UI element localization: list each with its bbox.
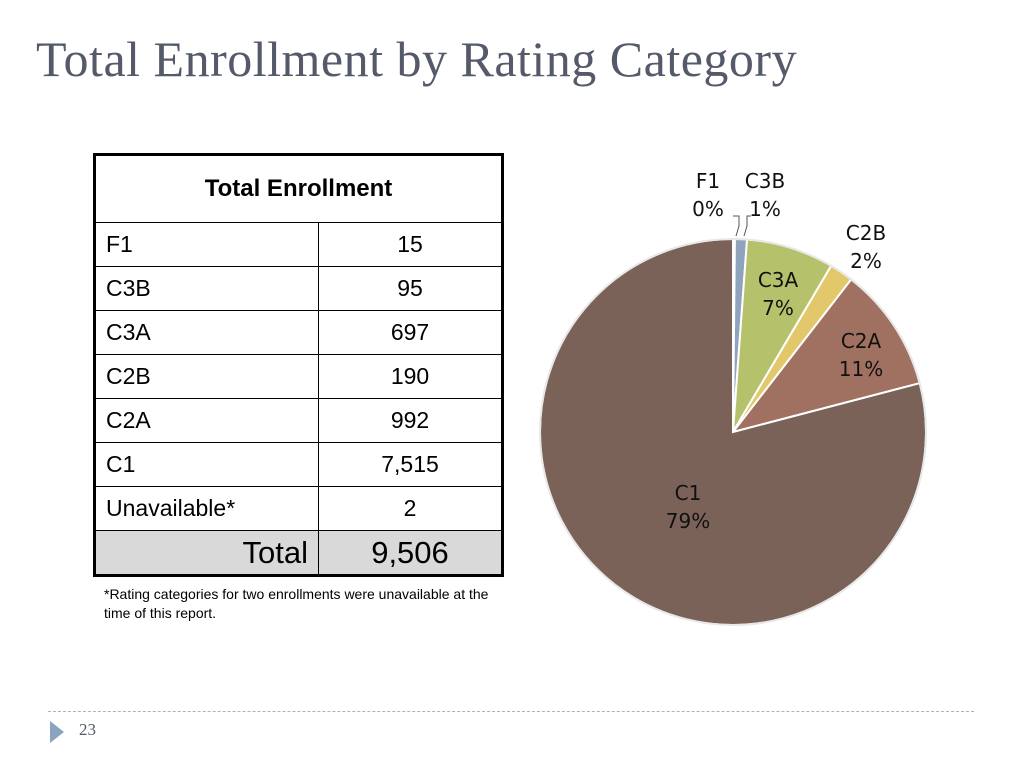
slice-percent-c2a: 11% (839, 357, 883, 381)
table-row: C3A 697 (94, 310, 503, 355)
pie-chart: F1 0% C3B 1% C3A 7% C2B 2% C2A 11% C1 79% (539, 169, 927, 626)
triangle-bullet-icon (50, 721, 64, 743)
row-category: Unavailable* (94, 486, 319, 531)
total-label: Total (94, 530, 319, 576)
slice-label-c2a: C2A (841, 329, 882, 353)
table-row: Unavailable* 2 (94, 486, 503, 531)
slice-label-c1: C1 (675, 481, 702, 505)
row-category: C3B (94, 266, 319, 311)
slice-percent-c1: 79% (666, 509, 710, 533)
slice-label-c3b: C3B (745, 169, 785, 193)
slice-percent-f1: 0% (692, 197, 724, 221)
slice-label-f1: F1 (696, 169, 720, 193)
table-row: C2B 190 (94, 354, 503, 399)
table-row: C1 7,515 (94, 442, 503, 487)
footer-divider (48, 711, 974, 712)
leader-line-c3b (743, 215, 751, 237)
total-value: 9,506 (318, 530, 503, 576)
footnote: *Rating categories for two enrollments w… (104, 586, 489, 621)
row-value: 697 (318, 310, 503, 355)
row-category: C2A (94, 398, 319, 443)
table-total-row: Total 9,506 (94, 530, 503, 576)
row-category: C1 (94, 442, 319, 487)
pie-outline (539, 238, 927, 626)
row-value: 95 (318, 266, 503, 311)
row-value: 7,515 (318, 442, 503, 487)
slice-percent-c3b: 1% (749, 197, 781, 221)
row-value: 15 (318, 222, 503, 267)
table-header: Total Enrollment (94, 154, 503, 223)
table-header-row: Total Enrollment (94, 154, 503, 223)
row-value: 190 (318, 354, 503, 399)
slice-label-c2b: C2B (846, 221, 886, 245)
slide-title: Total Enrollment by Rating Category (36, 31, 798, 87)
table-row: C3B 95 (94, 266, 503, 311)
slice-label-c3a: C3A (758, 268, 799, 292)
leader-line-f1 (733, 215, 740, 237)
table-row: C2A 992 (94, 398, 503, 443)
slice-percent-c2b: 2% (850, 249, 882, 273)
row-category: F1 (94, 222, 319, 267)
row-value: 2 (318, 486, 503, 531)
enrollment-table: Total Enrollment F1 15 C3B 95 C3A 697 C2… (93, 153, 504, 577)
page-number: 23 (79, 720, 96, 739)
row-category: C3A (94, 310, 319, 355)
table-row: F1 15 (94, 222, 503, 267)
row-value: 992 (318, 398, 503, 443)
row-category: C2B (94, 354, 319, 399)
slice-percent-c3a: 7% (762, 296, 794, 320)
